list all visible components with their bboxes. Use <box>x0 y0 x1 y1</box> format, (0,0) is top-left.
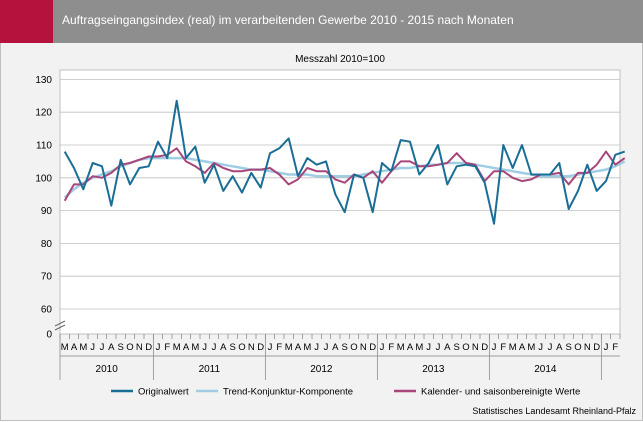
series-line-kalender-und-saisonbereinigte-werte <box>63 147 626 202</box>
x-tick-label: A <box>220 342 227 353</box>
x-tick-label: A <box>556 342 563 353</box>
chart-panel: Messzahl 2010=100 0 60 70 80 90 100 110 120 130 M A… <box>0 43 643 421</box>
x-tick-label: A <box>444 342 451 353</box>
brand-accent-block <box>0 0 53 43</box>
x-tick-label: J <box>212 342 217 353</box>
x-tick-label: D <box>481 342 488 353</box>
x-tick-label: J <box>538 342 543 353</box>
x-tick-label: J <box>548 342 553 353</box>
x-tick-label: N <box>248 342 255 353</box>
axis-break-mark <box>54 324 66 331</box>
x-tick-label: N <box>360 342 367 353</box>
x-tick-label: A <box>519 342 526 353</box>
page-title: Auftragseingangsindex (real) im verarbei… <box>62 13 514 27</box>
legend-label: Kalender- und saisonbereinigte Werte <box>421 387 580 398</box>
y-tick-label: 80 <box>41 239 53 250</box>
x-tick-label: J <box>314 342 319 353</box>
x-tick-label: O <box>350 342 357 353</box>
legend-label: Trend-Konjunktur-Komponente <box>223 387 353 398</box>
x-tick-label: M <box>173 342 181 353</box>
y-tick-label: 120 <box>35 108 52 119</box>
y-tick-label: 70 <box>41 272 53 283</box>
x-tick-label: J <box>202 342 207 353</box>
y-tick-label: 0 <box>46 330 52 341</box>
x-tick-label: J <box>90 342 95 353</box>
x-tick-label: J <box>100 342 105 353</box>
series-line-originalwert <box>63 99 626 225</box>
x-tick-label: A <box>332 342 339 353</box>
x-tick-label: O <box>126 342 133 353</box>
chart-subtitle: Messzahl 2010=100 <box>295 54 385 65</box>
x-tick-label: F <box>388 342 394 353</box>
x-tick-label: N <box>472 342 479 353</box>
x-tick-label: J <box>156 342 161 353</box>
year-label: 2012 <box>310 364 333 375</box>
x-tick-label: S <box>117 342 123 353</box>
x-tick-label: A <box>407 342 414 353</box>
x-tick-label: S <box>341 342 347 353</box>
x-tick-label: F <box>164 342 170 353</box>
y-tick-label: 60 <box>41 305 53 316</box>
header-bar <box>0 0 643 43</box>
y-tick-label: 110 <box>36 141 52 152</box>
x-tick-label: J <box>268 342 273 353</box>
legend-label: Originalwert <box>138 387 189 398</box>
x-tick-label: M <box>509 342 517 353</box>
x-tick-label: M <box>285 342 293 353</box>
x-tick-label: S <box>453 342 459 353</box>
x-tick-label: M <box>527 342 535 353</box>
x-tick-label: D <box>257 342 264 353</box>
year-label: 2010 <box>96 364 119 375</box>
source-note: Statistisches Landesamt Rheinland-Pfalz <box>472 406 636 416</box>
y-tick-label: 130 <box>35 75 52 86</box>
x-tick-label: D <box>145 342 152 353</box>
x-tick-label: F <box>276 342 282 353</box>
x-tick-label: A <box>71 342 78 353</box>
x-tick-label: M <box>191 342 199 353</box>
y-tick-label: 90 <box>41 206 53 217</box>
x-tick-label: D <box>593 342 600 353</box>
year-label: 2014 <box>534 364 557 375</box>
x-tick-label: M <box>61 342 69 353</box>
x-tick-label: J <box>426 342 431 353</box>
x-tick-label: J <box>604 342 609 353</box>
x-tick-label: F <box>612 342 618 353</box>
x-tick-label: A <box>295 342 302 353</box>
x-tick-label: A <box>108 342 115 353</box>
year-label: 2013 <box>422 364 445 375</box>
x-tick-label: J <box>436 342 441 353</box>
y-tick-label: 100 <box>35 173 52 184</box>
x-tick-label: D <box>369 342 376 353</box>
x-tick-label: N <box>584 342 591 353</box>
axis-break-mark <box>54 320 66 327</box>
x-tick-label: S <box>229 342 235 353</box>
x-tick-label: M <box>303 342 311 353</box>
x-tick-label: J <box>380 342 385 353</box>
x-tick-label: M <box>79 342 87 353</box>
year-label: 2011 <box>199 364 221 375</box>
x-tick-label: M <box>397 342 405 353</box>
x-tick-label: O <box>238 342 245 353</box>
x-tick-label: N <box>136 342 143 353</box>
x-tick-label: M <box>415 342 423 353</box>
x-tick-label: S <box>565 342 571 353</box>
x-tick-label: J <box>324 342 329 353</box>
x-tick-label: A <box>183 342 190 353</box>
x-tick-label: O <box>462 342 469 353</box>
x-tick-label: F <box>500 342 506 353</box>
x-tick-label: O <box>574 342 581 353</box>
x-tick-label: J <box>492 342 497 353</box>
